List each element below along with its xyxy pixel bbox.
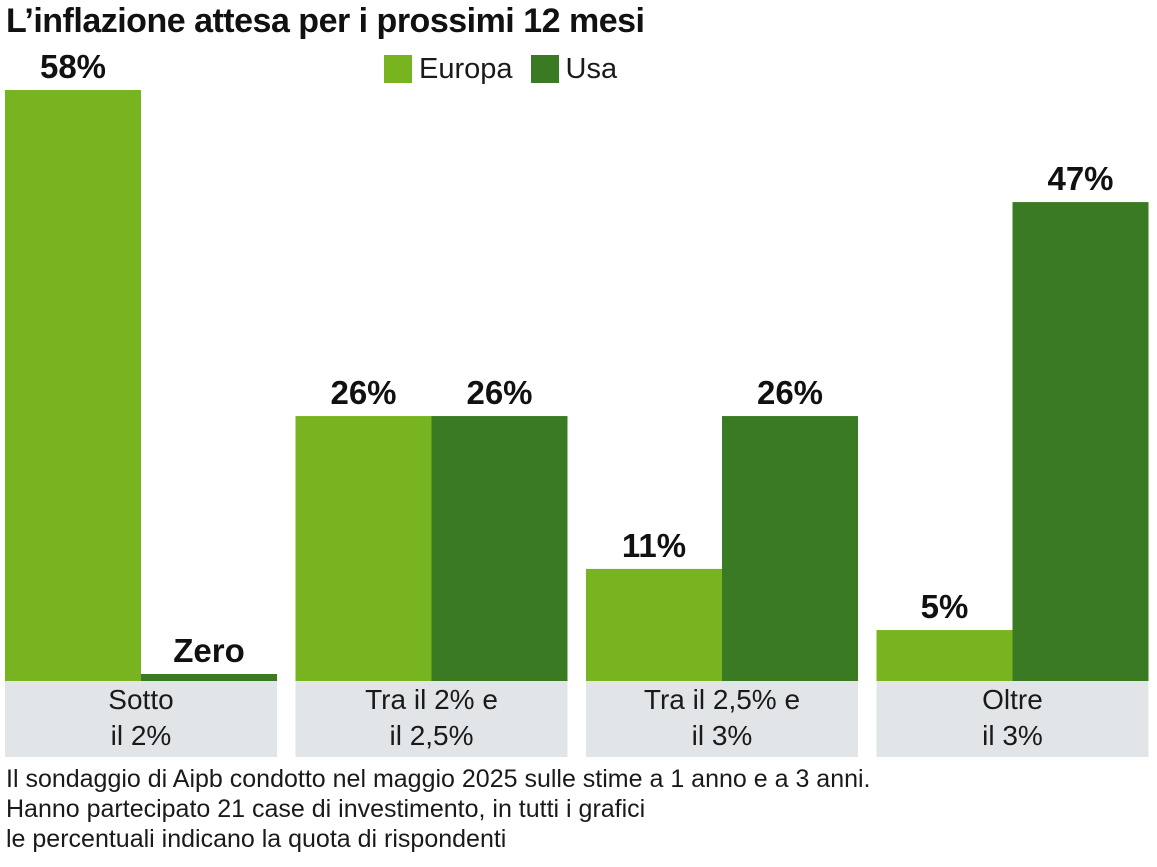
category-label: Tra il 2% e	[365, 684, 498, 715]
bar-usa	[1012, 202, 1149, 681]
data-label: 5%	[921, 588, 969, 625]
category-label: il 3%	[982, 720, 1043, 751]
legend-item-usa: Usa	[530, 52, 618, 86]
legend: Europa Usa	[384, 52, 618, 86]
legend-label-usa: Usa	[565, 52, 618, 85]
data-label: 47%	[1047, 160, 1113, 197]
data-label: Zero	[173, 632, 245, 669]
bar-usa	[722, 416, 858, 681]
chart-title: L’inflazione attesa per i prossimi 12 me…	[6, 2, 645, 40]
category-band	[5, 681, 277, 757]
data-label: 26%	[330, 374, 396, 411]
category-label: Tra il 2,5% e	[644, 684, 800, 715]
footnote-line: le percentuali indicano la quota di risp…	[6, 825, 507, 853]
footnote: Il sondaggio di Aipb condotto nel maggio…	[6, 764, 1146, 854]
bar-europa	[586, 568, 722, 681]
bar-europa	[876, 630, 1013, 681]
footnote-line: Il sondaggio di Aipb condotto nel maggio…	[6, 765, 871, 793]
data-label: 58%	[40, 48, 106, 85]
legend-swatch-europa	[384, 55, 412, 83]
category-label: il 3%	[692, 720, 753, 751]
category-label: Oltre	[982, 684, 1043, 715]
category-label: il 2%	[111, 720, 172, 751]
category-label: Sotto	[108, 684, 173, 715]
category-band	[586, 681, 858, 757]
category-band	[295, 681, 568, 757]
bar-usa	[141, 674, 277, 681]
bar-europa	[295, 416, 432, 681]
data-label: 11%	[622, 527, 686, 564]
legend-item-europa: Europa	[384, 53, 513, 86]
bar-europa	[5, 90, 141, 681]
data-label: 26%	[757, 374, 823, 411]
data-label: 26%	[466, 374, 532, 411]
bar-usa	[431, 416, 568, 681]
legend-label-europa: Europa	[419, 52, 513, 85]
category-band	[876, 681, 1149, 757]
legend-swatch-usa	[530, 55, 559, 83]
bar-chart: Sotto il 2% 58% Zero Tra il 2% e il 2,5% 26% 26…	[5, 48, 1149, 757]
category-label: il 2,5%	[389, 720, 473, 751]
footnote-line: Hanno partecipato 21 case di investiment…	[6, 795, 646, 823]
